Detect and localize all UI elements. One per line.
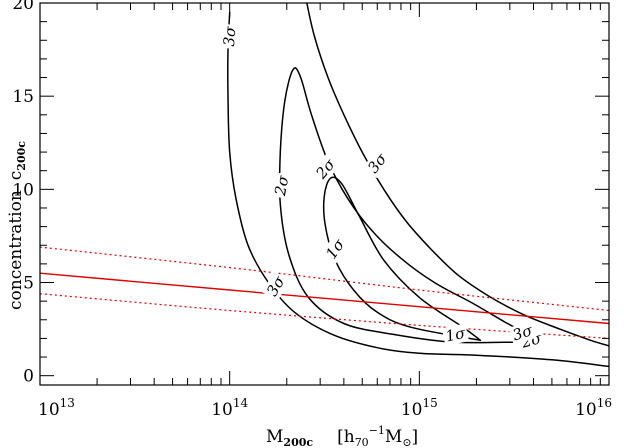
relation-median-line: [40, 272, 609, 325]
y-tick-label: 20: [12, 0, 34, 14]
contour-label-background: [441, 323, 470, 346]
contour-label-3sigma: 3σ: [219, 23, 240, 50]
relation-upper-bound: [40, 246, 609, 312]
contour-2sigma-line-2: [278, 67, 531, 344]
contour-label-text: 3σ: [510, 321, 535, 344]
contour-label-3sigma: 3σ: [508, 320, 537, 346]
contour-label-text: 3σ: [220, 25, 240, 47]
contour-label-background: [262, 271, 290, 302]
y-tick-labels: 0 5 10 15 20: [12, 0, 34, 387]
contour-label-text: 2σ: [271, 174, 292, 198]
contour-label-3sigma: 3σ: [262, 271, 290, 302]
y-tick-label: 10: [12, 180, 34, 200]
y-axis-label: concentrationc200c: [6, 141, 28, 310]
y-tick-label: 5: [23, 274, 34, 294]
contour-label-1sigma: 1σ: [320, 234, 350, 264]
contour-3sigma-line-4: [306, 3, 609, 347]
contour-label-background: [508, 320, 537, 346]
relation-lower-bound: [40, 293, 609, 339]
concentration-mass-relation: [40, 246, 609, 339]
x-tick-label: 1013: [38, 396, 75, 420]
contour-1sigma-line-1: [322, 176, 482, 342]
contour-3sigma-line-3: [227, 11, 609, 368]
x-tick-label: 1015: [401, 396, 438, 420]
contour-label-text: 3σ: [364, 149, 391, 176]
contour-label-background: [362, 148, 392, 179]
contour-label-text: 1σ: [322, 235, 349, 262]
y-tick-label: 0: [23, 367, 34, 387]
contour-label-3sigma: 3σ: [362, 148, 392, 179]
confidence-contours: [227, 3, 609, 368]
x-axis-label: M200c [h70−1M⊙]: [266, 424, 418, 448]
contour-label-1sigma: 1σ: [441, 323, 470, 346]
contour-label-2sigma: 2σ: [270, 172, 293, 199]
contour-label-background: [219, 23, 240, 50]
contour-label-background: [270, 172, 293, 199]
axis-ticks: [39, 2, 610, 385]
contour-label-background: [320, 234, 350, 264]
x-tick-label: 1016: [575, 396, 612, 420]
contour-label-text: 2σ: [312, 155, 340, 183]
contour-label-background: [310, 153, 341, 184]
x-tick-label: 1014: [211, 396, 248, 420]
contour-label-text: 1σ: [444, 324, 468, 346]
y-tick-label: 15: [12, 87, 34, 107]
plot-frame: [39, 2, 610, 386]
contour-label-2sigma: 2σ: [310, 153, 341, 184]
x-tick-labels: 1013 1014 1015 1016: [38, 396, 612, 420]
